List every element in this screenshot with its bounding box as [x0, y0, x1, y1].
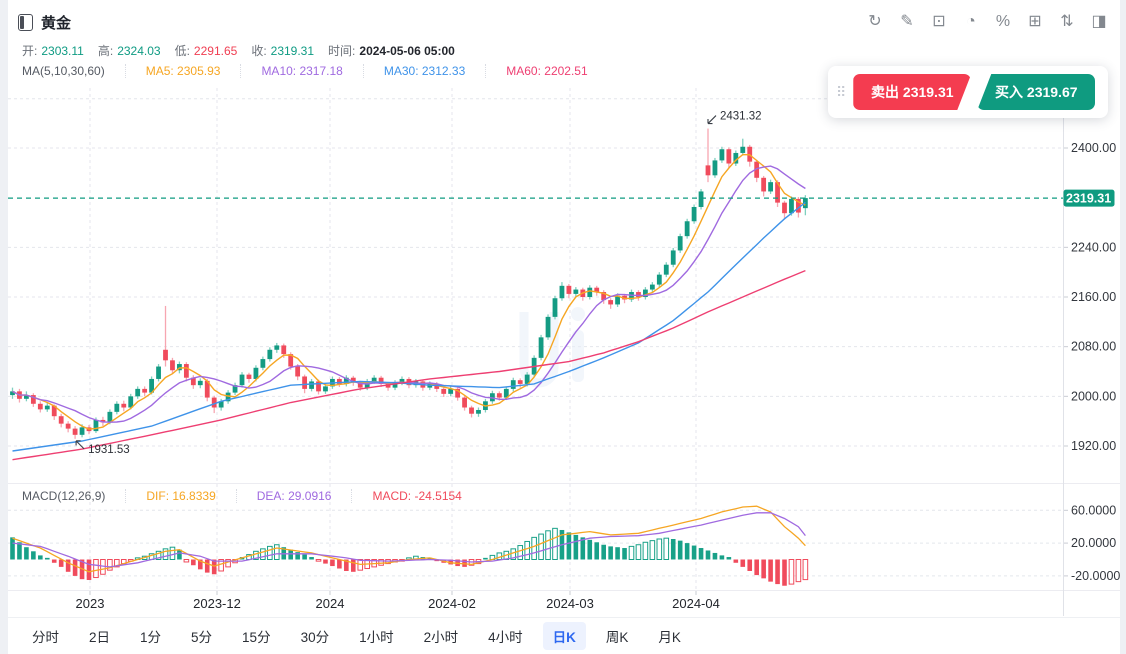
y-axis-label: 2240.00 — [1071, 240, 1116, 254]
snapshot-icon[interactable]: ⊡ — [932, 13, 946, 30]
timeframe-tab-月K[interactable]: 月K — [648, 622, 691, 650]
high-value: 2324.03 — [117, 43, 161, 58]
panel-toggle-icon[interactable]: ◨ — [1091, 13, 1107, 30]
close-value: 2319.31 — [270, 43, 315, 58]
x-axis-label: 2023-12 — [193, 596, 241, 611]
low-value: 2291.65 — [193, 43, 238, 58]
y-axis-label: 2400.00 — [1071, 141, 1116, 155]
pie-chart-icon[interactable]: ◔ — [966, 13, 976, 30]
macd-legend-row: MACD(12,26,9) DIF: 16.8339 DEA: 29.0916 … — [22, 489, 502, 503]
sell-button[interactable]: 卖出 2319.31 — [853, 74, 971, 110]
timeframe-tab-2小时[interactable]: 2小时 — [414, 622, 469, 650]
timeframe-tab-日K[interactable]: 日K — [542, 622, 586, 650]
timeframe-tab-周K[interactable]: 周K — [596, 622, 639, 650]
ma60-value: MA60: 2202.51 — [506, 64, 588, 78]
timeframe-bar: 分时 2日 1分 5分 15分 30分 1小时 2小时 4小时 日K 周K 月K — [8, 617, 1120, 654]
high-annotation: 2431.32 — [720, 111, 762, 123]
chart-toolbar: ↻ ✎ ⊡ ◔% ⊞ ⇅ ◨ — [866, 14, 1108, 30]
time-value: 2024-05-06 05:00 — [359, 43, 455, 58]
macd-axis-label: -20.0000 — [1071, 569, 1120, 583]
ma5-value: MA5: 2305.93 — [146, 64, 242, 78]
macd-group-label: MACD(12,26,9) — [22, 489, 127, 503]
x-axis-label: 2024-04 — [672, 596, 720, 611]
draw-icon[interactable]: ✎ — [900, 13, 914, 30]
y-axis-label: 2080.00 — [1071, 340, 1116, 354]
grid-layout-icon[interactable]: ⊞ — [1028, 13, 1042, 30]
timeframe-tab-4小时[interactable]: 4小时 — [478, 622, 533, 650]
macd-axis-label: 60.0000 — [1071, 503, 1116, 517]
percent-icon[interactable]: % — [995, 13, 1011, 30]
timeframe-tab-30分[interactable]: 30分 — [291, 622, 340, 650]
sort-icon[interactable]: ⇅ — [1060, 13, 1074, 30]
refresh-icon[interactable]: ↻ — [868, 13, 882, 30]
y-axis-label: 2160.00 — [1071, 290, 1116, 304]
ma-group-label: MA(5,10,30,60) — [22, 64, 126, 78]
timeframe-tab-1分[interactable]: 1分 — [130, 622, 171, 650]
timeframe-tab-分时[interactable]: 分时 — [22, 622, 69, 650]
dif-value: DIF: 16.8339 — [146, 489, 237, 503]
timeframe-tab-2日[interactable]: 2日 — [79, 622, 120, 650]
header-row: 黄金 ↻ ✎ ⊡ ◔% ⊞ ⇅ ◨ — [18, 10, 1108, 34]
instrument-title-wrap: 黄金 — [18, 12, 71, 33]
price-chart[interactable]: 2023 2023-12 2024 2024-02 2024-03 2024-04 2400… — [8, 0, 1120, 654]
instrument-icon — [18, 13, 33, 31]
open-value: 2303.11 — [41, 43, 84, 58]
ma-legend-row: MA(5,10,30,60) MA5: 2305.93 MA10: 2317.1… — [22, 64, 628, 78]
watermark — [519, 312, 559, 388]
x-axis-label: 2024 — [316, 596, 345, 611]
high-arrow-icon — [707, 115, 717, 125]
drag-handle-icon[interactable]: ⠿ — [836, 83, 847, 100]
current-price-value: 2319.31 — [1066, 191, 1111, 205]
x-axis-label: 2024-02 — [428, 596, 476, 611]
dea-value: DEA: 29.0916 — [257, 489, 353, 503]
close-label: 收: — [251, 44, 267, 58]
ma10-value: MA10: 2317.18 — [261, 64, 364, 78]
low-label: 低: — [174, 44, 190, 58]
macd-axis-label: 20.0000 — [1071, 536, 1116, 550]
ohlc-row: 开: 2303.11 高: 2324.03 低: 2291.65 收: 2319… — [22, 42, 469, 59]
x-axis-label: 2024-03 — [546, 596, 594, 611]
y-axis-label: 2000.00 — [1071, 389, 1116, 403]
low-arrow-icon — [75, 440, 85, 450]
timeframe-tab-15分[interactable]: 15分 — [232, 622, 281, 650]
y-axis-label: 1920.00 — [1071, 439, 1116, 453]
instrument-title: 黄金 — [41, 14, 72, 32]
timeframe-tab-1小时[interactable]: 1小时 — [349, 622, 404, 650]
trade-panel: ⠿ 卖出 2319.31 买入 2319.67 — [828, 66, 1108, 118]
macd-value: MACD: -24.5154 — [372, 489, 462, 503]
ma30-value: MA30: 2312.33 — [384, 64, 487, 78]
low-annotation: 1931.53 — [88, 444, 130, 456]
timeframe-tab-5分[interactable]: 5分 — [181, 622, 222, 650]
current-price-badge — [1063, 189, 1115, 207]
chart-card: 2023 2023-12 2024 2024-02 2024-03 2024-04 2400… — [8, 0, 1120, 654]
open-label: 开: — [22, 44, 38, 58]
high-label: 高: — [97, 44, 114, 58]
buy-button[interactable]: 买入 2319.67 — [977, 74, 1096, 110]
x-axis-label: 2023 — [76, 596, 105, 611]
time-label: 时间: — [328, 44, 356, 58]
